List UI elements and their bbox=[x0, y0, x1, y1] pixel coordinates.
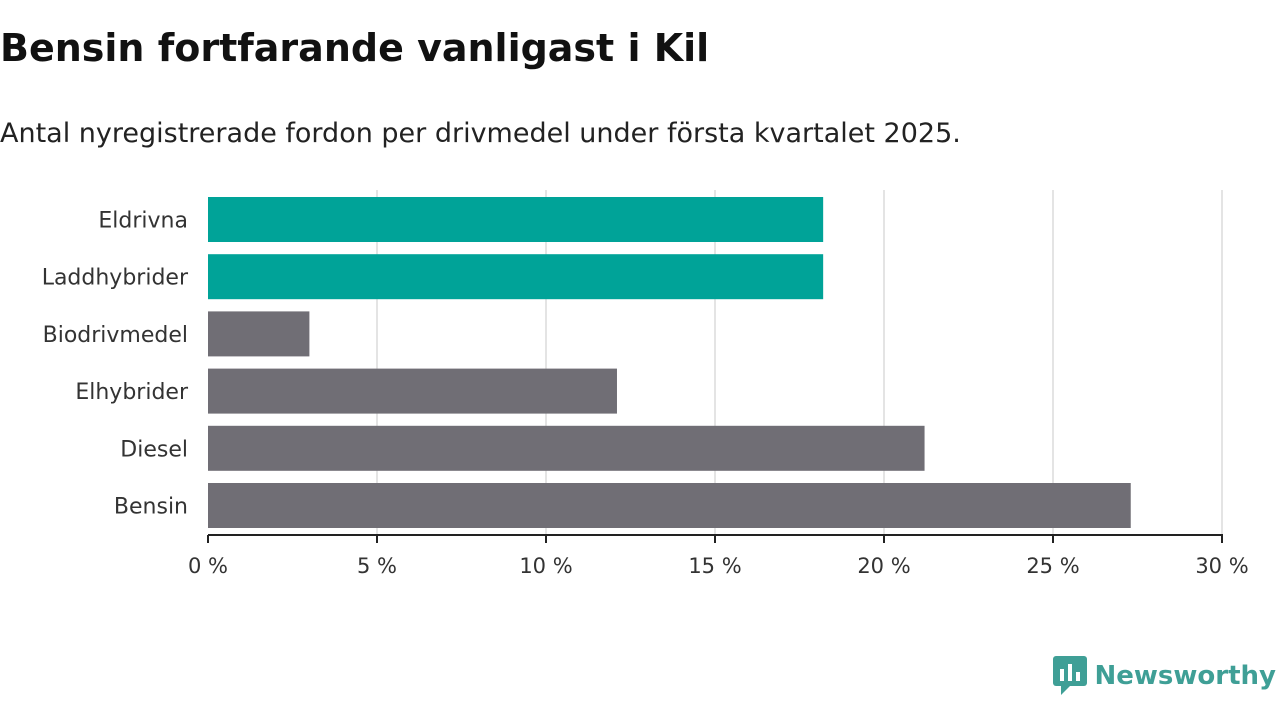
x-tick-label: 15 % bbox=[688, 554, 741, 578]
bar bbox=[208, 368, 617, 414]
x-tick-label: 20 % bbox=[857, 554, 910, 578]
category-label: Eldrivna bbox=[98, 209, 188, 234]
x-tick-label: 25 % bbox=[1026, 554, 1079, 578]
bar bbox=[208, 254, 824, 300]
bar bbox=[208, 197, 824, 242]
x-tick-label: 30 % bbox=[1195, 554, 1248, 578]
newsworthy-logo-icon bbox=[1052, 656, 1087, 695]
x-tick-label: 10 % bbox=[519, 554, 572, 578]
category-label: Elhybrider bbox=[75, 380, 189, 405]
brand: Newsworthy bbox=[1052, 656, 1276, 696]
chart-title: Bensin fortfarande vanligast i Kil bbox=[0, 26, 710, 70]
bar bbox=[208, 483, 1131, 528]
brand-name: Newsworthy bbox=[1094, 661, 1276, 691]
chart-subtitle: Antal nyregistrerade fordon per drivmede… bbox=[0, 118, 961, 149]
category-label: Laddhybrider bbox=[42, 266, 189, 291]
category-label: Diesel bbox=[120, 437, 188, 462]
category-label: Biodrivmedel bbox=[43, 323, 188, 348]
bar-chart: Eldrivna Laddhybrider Biodrivmedel Elhybrid… bbox=[42, 190, 1249, 578]
bar bbox=[208, 425, 925, 471]
bar bbox=[208, 311, 310, 357]
x-tick-label: 0 % bbox=[188, 554, 228, 578]
category-label: Bensin bbox=[114, 495, 188, 520]
x-tick-label: 5 % bbox=[357, 554, 397, 578]
